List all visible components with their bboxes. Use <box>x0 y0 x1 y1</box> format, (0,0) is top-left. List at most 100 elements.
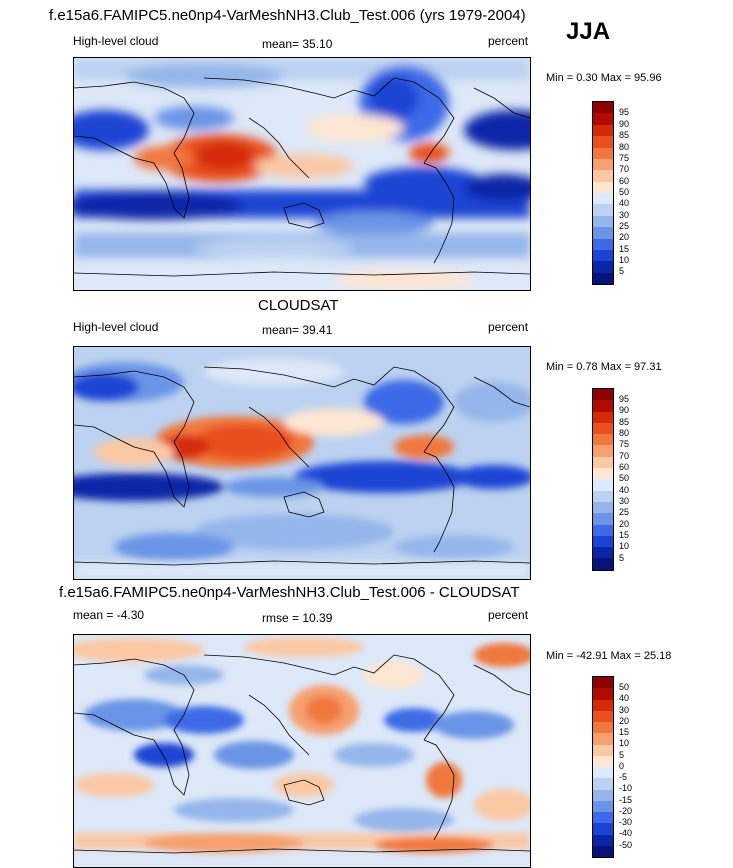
colorbar-swatch <box>593 823 613 835</box>
panel-diff-units-label: percent <box>488 608 529 622</box>
colorbar-swatch <box>593 170 613 182</box>
colorbar-swatch <box>593 181 613 193</box>
panel-model-contour-field <box>74 58 530 290</box>
panel-model-map <box>73 57 531 291</box>
colorbar-swatch <box>593 767 613 779</box>
colorbar-tick: 40 <box>619 693 630 703</box>
colorbar-swatch <box>593 800 613 812</box>
colorbar-tick: 5 <box>619 750 625 760</box>
panel-model-title: f.e15a6.FAMIPC5.ne0np4-VarMeshNH3.Club_T… <box>49 7 526 24</box>
colorbar-swatch <box>593 249 613 262</box>
panel-diff-minmax: Min = -42.91 Max = 25.18 <box>546 650 672 662</box>
panel-model-units-label: percent <box>488 34 529 48</box>
panel-obs-minmax: Min = 0.78 Max = 97.31 <box>546 361 662 373</box>
colorbar-tick: 50 <box>619 682 630 692</box>
colorbar-tick: -15 <box>619 795 633 805</box>
colorbar-swatch <box>593 513 613 525</box>
colorbar-swatch <box>593 468 613 480</box>
colorbar-tick: 95 <box>619 394 630 404</box>
colorbar-tick: 30 <box>619 705 630 715</box>
colorbar-swatch <box>593 558 613 570</box>
colorbar-swatch <box>593 722 613 734</box>
colorbar-tick: -20 <box>619 806 633 816</box>
colorbar-swatch <box>593 389 613 401</box>
colorbar-tick: 80 <box>619 142 630 152</box>
colorbar-tick: 25 <box>619 221 630 231</box>
colorbar-tick: 60 <box>619 176 630 186</box>
colorbar-tick: 70 <box>619 164 630 174</box>
colorbar-tick: 20 <box>619 232 630 242</box>
colorbar-swatch <box>593 113 613 125</box>
colorbar-swatch <box>593 547 613 559</box>
panel-model-variable-label: High-level cloud <box>73 34 159 48</box>
colorbar-tick: 30 <box>619 210 630 220</box>
panel-diff-contour-field <box>74 635 530 867</box>
colorbar-tick: 0 <box>619 761 625 771</box>
panel-obs-map <box>73 346 531 580</box>
colorbar-tick: 20 <box>619 716 630 726</box>
colorbar-tick: 25 <box>619 507 630 517</box>
colorbar-tick: 10 <box>619 738 630 748</box>
colorbar-tick: 40 <box>619 485 630 495</box>
colorbar-swatch <box>593 744 613 756</box>
panel-model-minmax: Min = 0.30 Max = 95.96 <box>546 72 662 84</box>
colorbar-tick: 10 <box>619 255 630 265</box>
panel-diff-title: f.e15a6.FAMIPC5.ne0np4-VarMeshNH3.Club_T… <box>59 584 520 601</box>
colorbar-swatch <box>593 434 613 446</box>
colorbar-swatch <box>593 456 613 469</box>
colorbar-tick: 15 <box>619 727 630 737</box>
colorbar-swatch <box>593 227 613 239</box>
colorbar-swatch <box>593 136 613 148</box>
colorbar-tick: 75 <box>619 439 630 449</box>
colorbar-tick: 40 <box>619 198 630 208</box>
colorbar-tick: -10 <box>619 783 633 793</box>
colorbar-swatch <box>593 733 613 745</box>
colorbar-swatch <box>593 501 613 514</box>
colorbar-tick: 10 <box>619 541 630 551</box>
season-label: JJA <box>566 18 611 45</box>
colorbar-swatch <box>593 193 613 205</box>
colorbar-swatch <box>593 272 613 284</box>
colorbar-swatch <box>593 158 613 171</box>
colorbar-swatch <box>593 422 613 435</box>
colorbar-tick: 5 <box>619 266 625 276</box>
colorbar-swatch <box>593 445 613 457</box>
colorbar-swatch <box>593 778 613 790</box>
panel-obs-coastlines <box>74 366 530 566</box>
colorbar-swatch <box>593 688 613 700</box>
colorbar-swatch <box>593 710 613 722</box>
colorbar-swatch <box>593 215 613 228</box>
colorbar-swatch <box>593 490 613 502</box>
colorbar-swatch <box>593 400 613 412</box>
colorbar-tick: 60 <box>619 462 630 472</box>
panel-diff-coastlines <box>74 654 530 854</box>
colorbar-swatch <box>593 411 613 423</box>
colorbar-tick: 5 <box>619 553 625 563</box>
panel-diff-map <box>73 634 531 868</box>
panel-obs-units-label: percent <box>488 320 529 334</box>
panel-model-mean-label: mean= 35.10 <box>262 37 333 51</box>
colorbar-swatch <box>593 261 613 273</box>
colorbar-swatch <box>593 677 613 689</box>
panel-obs-variable-label: High-level cloud <box>73 320 159 334</box>
colorbar-tick: 85 <box>619 130 630 140</box>
colorbar-swatch <box>593 755 613 767</box>
colorbar-tick: 95 <box>619 107 630 117</box>
colorbar-swatch <box>593 238 613 250</box>
colorbar-tick: 20 <box>619 519 630 529</box>
panel-diff-rmse-label: rmse = 10.39 <box>262 611 333 625</box>
colorbar-swatch <box>593 789 613 801</box>
colorbar-tick: 30 <box>619 496 630 506</box>
colorbar-swatch <box>593 812 613 824</box>
colorbar-tick: 85 <box>619 417 630 427</box>
colorbar-tick: 90 <box>619 119 630 129</box>
colorbar-tick: 15 <box>619 244 630 254</box>
colorbar-tick: 50 <box>619 473 630 483</box>
colorbar-tick: 90 <box>619 405 630 415</box>
colorbar-swatch <box>593 147 613 159</box>
colorbar-swatch <box>593 845 613 857</box>
panel-obs-contour-field <box>74 347 530 579</box>
panel-obs-mean-label: mean= 39.41 <box>262 323 333 337</box>
panel-diff-mean-label: mean = -4.30 <box>73 608 145 622</box>
colorbar-tick: 75 <box>619 153 630 163</box>
